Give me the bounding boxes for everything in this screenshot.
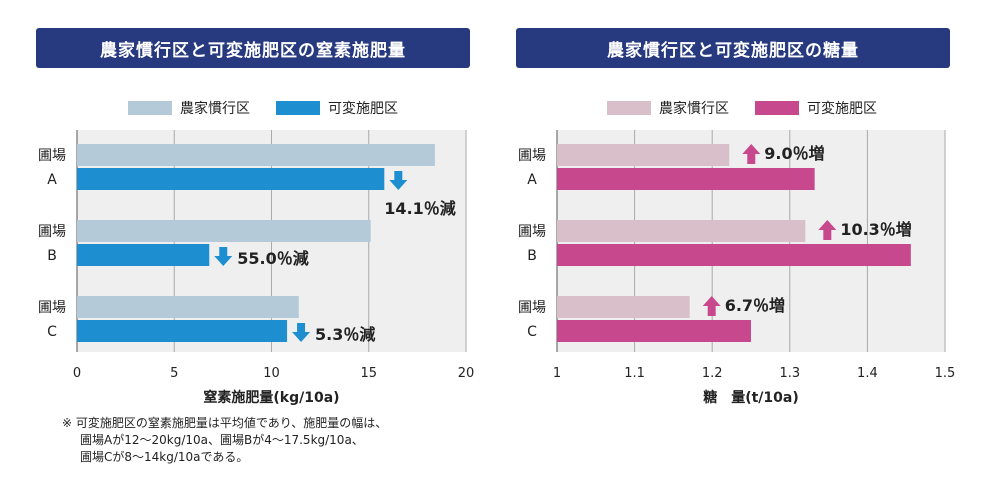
sugar-category-label: 圃場 <box>518 224 546 240</box>
nitrogen-category-label: A <box>47 172 57 188</box>
nitrogen-bar-variable <box>77 244 210 266</box>
sugar-legend-label: 可変施肥区 <box>807 100 877 117</box>
nitrogen-legend-label: 農家慣行区 <box>180 100 250 117</box>
sugar-bar-conventional <box>557 144 730 166</box>
nitrogen-bar-variable <box>77 320 288 342</box>
nitrogen-tick-label: 10 <box>263 366 280 381</box>
nitrogen-category-label: B <box>47 248 57 264</box>
sugar-annotation: 9.0％増 <box>764 144 824 163</box>
sugar-annotation: 6.7％増 <box>725 296 785 315</box>
nitrogen-down-arrow-icon <box>389 171 408 190</box>
sugar-tick-label: 1.4 <box>857 366 878 381</box>
sugar-up-arrow-icon <box>702 296 721 316</box>
chart-title-sugar: 農家慣行区と可変施肥区の糖量 <box>516 28 950 68</box>
nitrogen-legend-label: 可変施肥区 <box>328 100 398 117</box>
nitrogen-annotation: 14.1％減 <box>384 199 455 218</box>
footnote-line-3: 圃場Cが8～14kg/10aである。 <box>80 450 249 464</box>
nitrogen-down-arrow-icon <box>292 323 311 342</box>
sugar-up-arrow-icon <box>742 144 761 164</box>
nitrogen-annotation: 55.0％減 <box>237 249 308 268</box>
nitrogen-tick-label: 20 <box>458 366 475 381</box>
sugar-annotation: 10.3％増 <box>840 220 911 239</box>
sugar-bar-variable <box>557 320 751 342</box>
sugar-bar-variable <box>557 168 815 190</box>
sugar-category-label: A <box>527 172 537 188</box>
nitrogen-legend-swatch <box>128 101 172 115</box>
sugar-category-label: C <box>527 324 537 340</box>
sugar-tick-label: 1 <box>553 366 561 381</box>
nitrogen-bar-conventional <box>77 296 299 318</box>
sugar-x-axis-label: 糖 量(t/10a) <box>703 389 799 406</box>
footnote-line-2: 圃場Aが12～20kg/10a、圃場Bが4～17.5kg/10a、 <box>80 433 364 447</box>
nitrogen-x-axis-label: 窒素施肥量(kg/10a) <box>203 389 339 406</box>
nitrogen-category-label: 圃場 <box>38 300 66 316</box>
sugar-legend-swatch <box>607 101 651 115</box>
sugar-tick-label: 1.5 <box>935 366 956 381</box>
nitrogen-tick-label: 0 <box>73 366 81 381</box>
nitrogen-annotation: 5.3％減 <box>315 325 375 344</box>
sugar-bar-conventional <box>557 296 690 318</box>
footnote-line-1: 可変施肥区の窒素施肥量は平均値であり、施肥量の幅は、 <box>75 416 388 430</box>
chart-title-nitrogen: 農家慣行区と可変施肥区の窒素施肥量 <box>36 28 470 68</box>
nitrogen-category-label: 圃場 <box>38 224 66 240</box>
sugar-tick-label: 1.3 <box>779 366 800 381</box>
sugar-bar-variable <box>557 244 911 266</box>
sugar-tick-label: 1.1 <box>624 366 645 381</box>
footnote: ※ 可変施肥区の窒素施肥量は平均値であり、施肥量の幅は、 圃場Aが12～20kg… <box>62 415 387 466</box>
sugar-category-label: 圃場 <box>518 300 546 316</box>
nitrogen-bar-conventional <box>77 144 435 166</box>
sugar-tick-label: 1.2 <box>702 366 723 381</box>
sugar-legend-swatch <box>755 101 799 115</box>
footnote-mark: ※ <box>62 416 73 430</box>
sugar-category-label: 圃場 <box>518 148 546 164</box>
sugar-bar-conventional <box>557 220 806 242</box>
sugar-legend-label: 農家慣行区 <box>659 100 729 117</box>
nitrogen-bar-conventional <box>77 220 371 242</box>
nitrogen-legend-swatch <box>276 101 320 115</box>
nitrogen-tick-label: 5 <box>170 366 178 381</box>
nitrogen-category-label: C <box>47 324 57 340</box>
nitrogen-bar-variable <box>77 168 385 190</box>
sugar-category-label: B <box>527 248 537 264</box>
nitrogen-tick-label: 15 <box>360 366 377 381</box>
nitrogen-down-arrow-icon <box>214 247 233 266</box>
sugar-up-arrow-icon <box>818 220 837 240</box>
nitrogen-category-label: 圃場 <box>38 148 66 164</box>
